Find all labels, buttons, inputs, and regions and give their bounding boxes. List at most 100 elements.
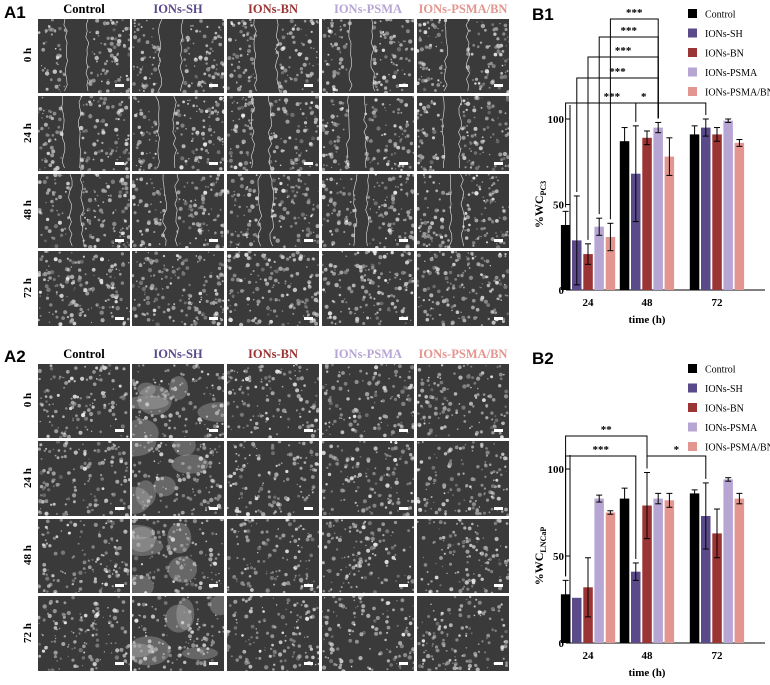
scale-bar	[494, 162, 503, 165]
legend-entry: IONs-SH	[705, 384, 743, 395]
a2-row-label-1: 24 h	[22, 467, 34, 488]
scale-bar	[115, 429, 124, 432]
a2-row-label-2: 48 h	[22, 545, 34, 565]
scale-bar	[399, 584, 408, 587]
scale-bar	[304, 317, 313, 320]
scale-bar	[209, 239, 218, 242]
a1-micrograph-r0-c1	[132, 19, 224, 93]
a1-micrograph-r1-c2	[227, 96, 319, 171]
significance-label: ***	[609, 66, 626, 78]
a1-micrograph-r1-c1	[132, 96, 224, 171]
a1-micrograph-r3-c1	[132, 251, 224, 326]
legend-swatch	[688, 48, 697, 57]
scale-bar	[209, 507, 218, 510]
y-tick-label: 100	[548, 464, 565, 476]
scale-bar	[209, 84, 218, 87]
bar	[689, 134, 700, 290]
bar	[605, 512, 616, 643]
y-tick-label: 50	[553, 200, 565, 212]
scale-bar	[209, 162, 218, 165]
a1-micrograph-r2-c3	[322, 174, 414, 248]
bar	[605, 237, 616, 290]
scale-bar	[494, 662, 503, 665]
significance-label: *	[641, 91, 647, 103]
a2-micrograph-r3-c3	[322, 596, 414, 671]
legend-entry: Control	[705, 365, 736, 376]
a2-column-header-2: IONs-BN	[247, 347, 298, 361]
bar	[583, 254, 593, 290]
a1-row-label-0: 0 h	[22, 47, 34, 63]
x-tick-label: 24	[583, 297, 595, 309]
a1-row-label-1: 24 h	[22, 122, 34, 143]
significance-bracket	[609, 18, 659, 220]
scale-bar	[304, 584, 313, 587]
a1-row-label-3: 72 h	[22, 277, 34, 298]
significance-label: ***	[626, 7, 643, 19]
scale-bar	[115, 84, 124, 87]
legend-entry: IONs-PSMA/BN	[705, 88, 770, 99]
scale-bar	[115, 162, 124, 165]
legend-swatch	[688, 364, 697, 373]
scale-bar	[115, 662, 124, 665]
a1-column-header-2: IONs-BN	[247, 2, 298, 16]
legend-entry: Control	[705, 10, 736, 21]
significance-label: ***	[604, 91, 621, 103]
a2-micrograph-r0-c0	[38, 364, 130, 438]
a2-micrograph-r0-c4	[417, 364, 509, 438]
a2-column-header-4: IONs-PSMA/BN	[418, 347, 508, 361]
a1-row-label-2: 48 h	[22, 200, 34, 220]
a1-micrograph-r2-c0	[38, 174, 130, 248]
bar	[594, 498, 604, 643]
y-tick-label: 100	[548, 114, 565, 126]
bar	[619, 141, 630, 290]
scale-bar	[115, 584, 124, 587]
bar	[572, 597, 582, 643]
a1-micrograph-r3-c0	[38, 251, 130, 326]
scale-bar	[399, 317, 408, 320]
a2-micrograph-r2-c0	[38, 519, 130, 593]
scale-bar	[209, 429, 218, 432]
bar	[619, 498, 630, 643]
bar	[723, 479, 733, 643]
y-tick-label: 50	[553, 551, 565, 563]
bar	[594, 226, 604, 290]
legend-entry: IONs-SH	[705, 29, 743, 40]
bar	[642, 505, 652, 643]
a2-micrograph-r3-c1	[132, 596, 224, 671]
panel-label-a2: A2	[4, 347, 26, 366]
legend-swatch	[688, 422, 697, 432]
a2-micrograph-r1-c2	[227, 441, 319, 516]
bar	[712, 533, 722, 643]
bar	[701, 127, 711, 290]
scale-bar	[209, 317, 218, 320]
scale-bar	[494, 584, 503, 587]
legend-entry: IONs-PSMA	[705, 68, 758, 79]
a1-micrograph-r2-c1	[132, 174, 224, 248]
scale-bar	[115, 507, 124, 510]
panel-label-b2: B2	[532, 349, 554, 368]
legend-swatch	[688, 87, 697, 96]
a1-micrograph-r1-c4	[417, 96, 509, 171]
legend-swatch	[688, 28, 697, 38]
bar	[664, 500, 675, 643]
significance-label: **	[601, 424, 613, 436]
significance-bracket	[646, 455, 707, 479]
legend-swatch	[688, 9, 697, 18]
significance-label: ***	[615, 45, 632, 57]
legend-swatch	[688, 67, 697, 77]
scale-bar	[399, 662, 408, 665]
scale-bar	[304, 662, 313, 665]
a1-micrograph-r3-c4	[417, 251, 509, 326]
legend-entry: IONs-PSMA/BN	[705, 443, 770, 454]
scale-bar	[494, 429, 503, 432]
panel-label-a1: A1	[4, 3, 26, 22]
significance-bracket	[635, 102, 707, 122]
legend-entry: IONs-BN	[705, 49, 744, 60]
bar	[642, 137, 652, 290]
significance-bracket	[565, 455, 637, 577]
scale-bar	[115, 317, 124, 320]
a1-micrograph-r0-c3	[322, 19, 414, 93]
scale-bar	[399, 84, 408, 87]
a2-micrograph-r1-c4	[417, 441, 509, 516]
